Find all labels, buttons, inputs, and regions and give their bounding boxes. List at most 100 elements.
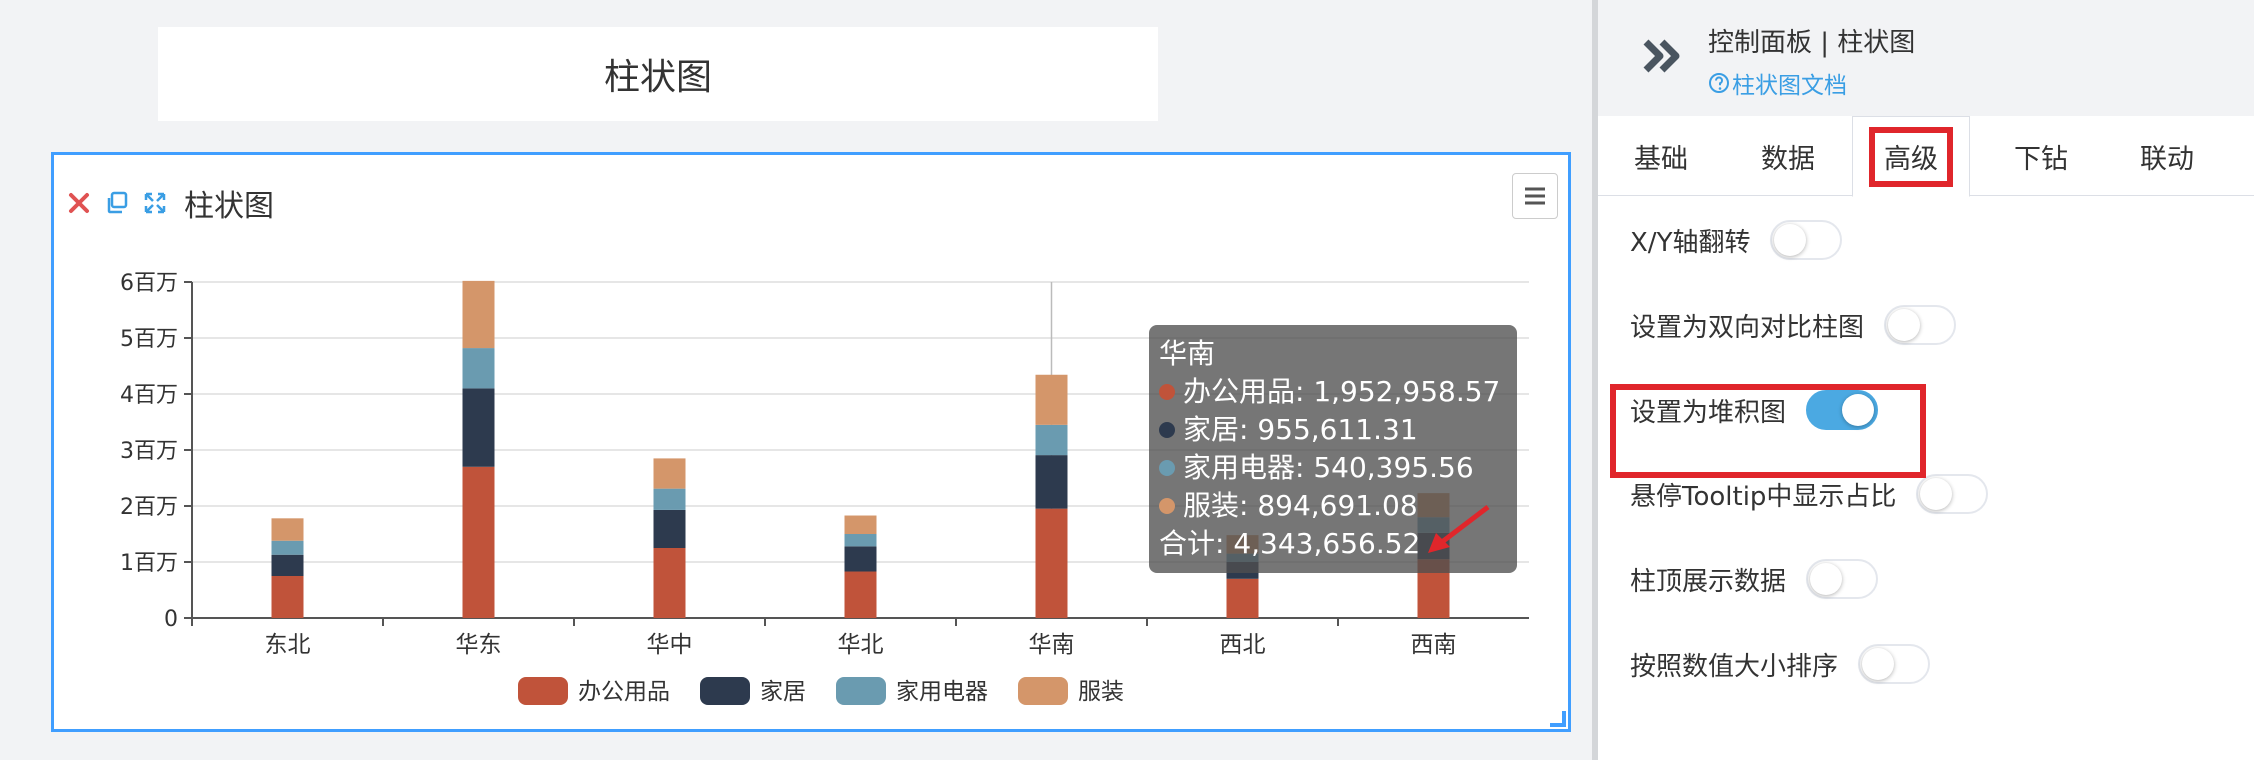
tab-1[interactable]: 数据 xyxy=(1724,116,1852,196)
tooltip-row-label: 服装: 894,691.08 xyxy=(1183,489,1418,522)
question-circle-icon xyxy=(1709,73,1729,93)
y-tick-label: 3百万 xyxy=(120,439,178,464)
toggle-switch[interactable] xyxy=(1858,644,1931,684)
tab-label: 数据 xyxy=(1761,143,1815,175)
toggle-switch[interactable] xyxy=(1806,559,1879,599)
tooltip-row-label: 办公用品: 1,952,958.57 xyxy=(1183,375,1501,408)
setting-row: 设置为堆积图 xyxy=(1630,390,1879,430)
canvas-area: 柱状图 0 1百万 2百万 3百万 4百万 5百万 6百万 东北 华东 华中 华北 华南 西北 西南 办公用… xyxy=(51,27,1571,732)
tab-label: 下钻 xyxy=(2014,143,2068,175)
tab-0[interactable]: 基础 xyxy=(1598,116,1724,196)
bar-segment xyxy=(653,548,686,618)
setting-label: X/Y轴翻转 xyxy=(1630,227,1751,258)
legend-label[interactable]: 家居 xyxy=(760,679,806,705)
bar-segment xyxy=(271,518,304,541)
setting-row: 按照数值大小排序 xyxy=(1630,644,1931,684)
legend-swatch[interactable] xyxy=(836,677,886,705)
toggle-switch[interactable] xyxy=(1806,390,1879,430)
bar-segment xyxy=(653,488,686,510)
tab-label: 基础 xyxy=(1634,143,1688,175)
panel-header: 控制面板 | 柱状图 柱状图文档 xyxy=(1598,0,2254,116)
panel-title: 控制面板 | 柱状图 xyxy=(1708,28,1916,58)
chart-card-title: 柱状图 xyxy=(184,189,274,224)
title-card-text: 柱状图 xyxy=(603,57,712,98)
tab-label: 高级 xyxy=(1884,144,1938,175)
setting-row: 设置为双向对比柱图 xyxy=(1630,305,1957,345)
bar-segment xyxy=(653,458,686,489)
tab-2[interactable]: 高级 xyxy=(1852,116,1970,197)
series-dot-icon xyxy=(1159,384,1175,400)
double-chevron-right-icon[interactable] xyxy=(1640,34,1684,78)
toggle-knob xyxy=(1888,309,1921,341)
tooltip-row: 家居: 955,611.31 xyxy=(1159,411,1507,449)
active-tab-highlight xyxy=(1869,127,1953,187)
toggle-knob xyxy=(1774,224,1807,256)
bar-segment xyxy=(462,388,495,467)
legend-swatch[interactable] xyxy=(700,677,750,705)
x-tick-label: 西北 xyxy=(1220,632,1266,658)
bar-segment xyxy=(1035,424,1068,456)
doc-link[interactable]: 柱状图文档 xyxy=(1708,66,1847,100)
bar-segment xyxy=(1035,455,1068,509)
y-tick-label: 0 xyxy=(164,607,178,632)
y-tick-label: 4百万 xyxy=(120,383,178,408)
setting-label: 设置为双向对比柱图 xyxy=(1630,312,1865,343)
y-tick-label: 6百万 xyxy=(120,271,178,296)
bar-segment xyxy=(462,280,495,349)
x-tick-label: 华北 xyxy=(838,632,884,658)
close-icon[interactable] xyxy=(66,190,92,216)
chart-card[interactable]: 0 1百万 2百万 3百万 4百万 5百万 6百万 东北 华东 华中 华北 华南 西北 西南 办公用品 家居家… xyxy=(51,152,1571,732)
x-tick-label: 华南 xyxy=(1029,632,1075,658)
panel-tabs: 基础 数据 高级 下钻 联动 xyxy=(1598,116,2254,197)
legend-swatch[interactable] xyxy=(1018,677,1068,705)
legend-swatch[interactable] xyxy=(518,677,568,705)
y-tick-label: 2百万 xyxy=(120,495,178,520)
toggle-switch[interactable] xyxy=(1770,220,1843,260)
setting-row: 悬停Tooltip中显示占比 xyxy=(1630,474,1989,514)
series-dot-icon xyxy=(1159,498,1175,514)
panel-divider[interactable] xyxy=(1592,0,1598,760)
bar-segment xyxy=(1035,374,1068,425)
tooltip-row-label: 家用电器: 540,395.56 xyxy=(1183,451,1474,484)
tooltip-row: 办公用品: 1,952,958.57 xyxy=(1159,373,1507,411)
bar-segment xyxy=(653,509,686,548)
chart-menu-button[interactable] xyxy=(1512,173,1558,219)
series-dot-icon xyxy=(1159,422,1175,438)
setting-label: 按照数值大小排序 xyxy=(1630,651,1839,682)
stack-setting-highlight xyxy=(1610,384,1926,478)
tab-3[interactable]: 下钻 xyxy=(1978,116,2104,196)
tab-4[interactable]: 联动 xyxy=(2104,116,2230,196)
toggle-knob xyxy=(1862,648,1895,680)
bar-segment xyxy=(462,348,495,389)
x-tick-label: 西南 xyxy=(1411,632,1457,658)
toggle-switch[interactable] xyxy=(1884,305,1957,345)
tooltip-row-label: 家居: 955,611.31 xyxy=(1183,413,1418,446)
y-tick-label: 5百万 xyxy=(120,327,178,352)
bar-segment xyxy=(844,571,877,618)
tooltip-row: 家用电器: 540,395.56 xyxy=(1159,449,1507,487)
bar-segment xyxy=(844,515,877,534)
tooltip-row: 服装: 894,691.08 xyxy=(1159,487,1507,525)
setting-label: 悬停Tooltip中显示占比 xyxy=(1630,481,1897,512)
bar-segment xyxy=(844,546,877,572)
title-card[interactable]: 柱状图 xyxy=(158,27,1158,121)
card-toolbar: 柱状图 xyxy=(66,181,274,225)
resize-handle-icon[interactable] xyxy=(1548,709,1566,727)
red-arrow-annotation xyxy=(1428,505,1490,553)
tooltip-total: 合计: 4,343,656.52 xyxy=(1159,527,1421,560)
bar-segment xyxy=(1226,578,1259,618)
y-tick-label: 1百万 xyxy=(120,551,178,576)
x-tick-label: 华中 xyxy=(647,632,693,658)
fullscreen-icon[interactable] xyxy=(142,190,168,216)
toggle-knob xyxy=(1920,478,1953,510)
setting-row: X/Y轴翻转 xyxy=(1630,220,1843,260)
tooltip-title: 华南 xyxy=(1159,337,1216,370)
setting-row: 柱顶展示数据 xyxy=(1630,559,1879,599)
legend-label[interactable]: 家用电器 xyxy=(896,679,988,705)
copy-icon[interactable] xyxy=(104,190,130,216)
doc-link-text: 柱状图文档 xyxy=(1732,73,1847,99)
series-dot-icon xyxy=(1159,460,1175,476)
toggle-switch[interactable] xyxy=(1916,474,1989,514)
legend-label[interactable]: 办公用品 xyxy=(578,679,670,705)
legend-label[interactable]: 服装 xyxy=(1078,679,1124,705)
